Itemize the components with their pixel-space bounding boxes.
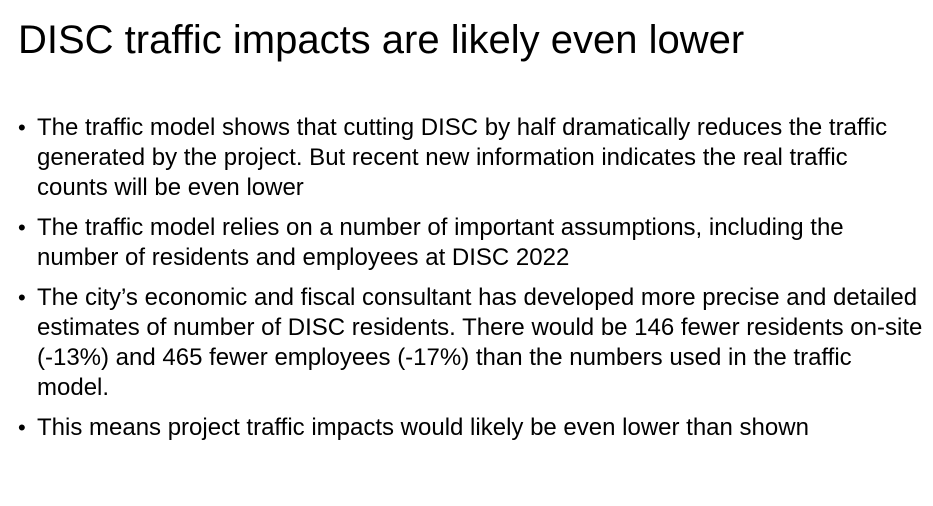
bullet-list: • The traffic model shows that cutting D… [18, 113, 923, 453]
bullet-item: • The traffic model shows that cutting D… [18, 113, 923, 203]
bullet-item: • This means project traffic impacts wou… [18, 413, 923, 443]
slide-title: DISC traffic impacts are likely even low… [18, 18, 745, 62]
bullet-point-icon: • [18, 415, 26, 440]
bullet-text: The traffic model relies on a number of … [37, 214, 844, 271]
bullet-text: The traffic model shows that cutting DIS… [37, 114, 888, 201]
bullet-item: • The city’s economic and fiscal consult… [18, 283, 923, 403]
bullet-point-icon: • [18, 215, 26, 240]
bullet-point-icon: • [18, 285, 26, 310]
bullet-item: • The traffic model relies on a number o… [18, 213, 923, 273]
bullet-point-icon: • [18, 115, 26, 140]
bullet-text: The city’s economic and fiscal consultan… [37, 284, 923, 401]
bullet-text: This means project traffic impacts would… [37, 414, 809, 441]
